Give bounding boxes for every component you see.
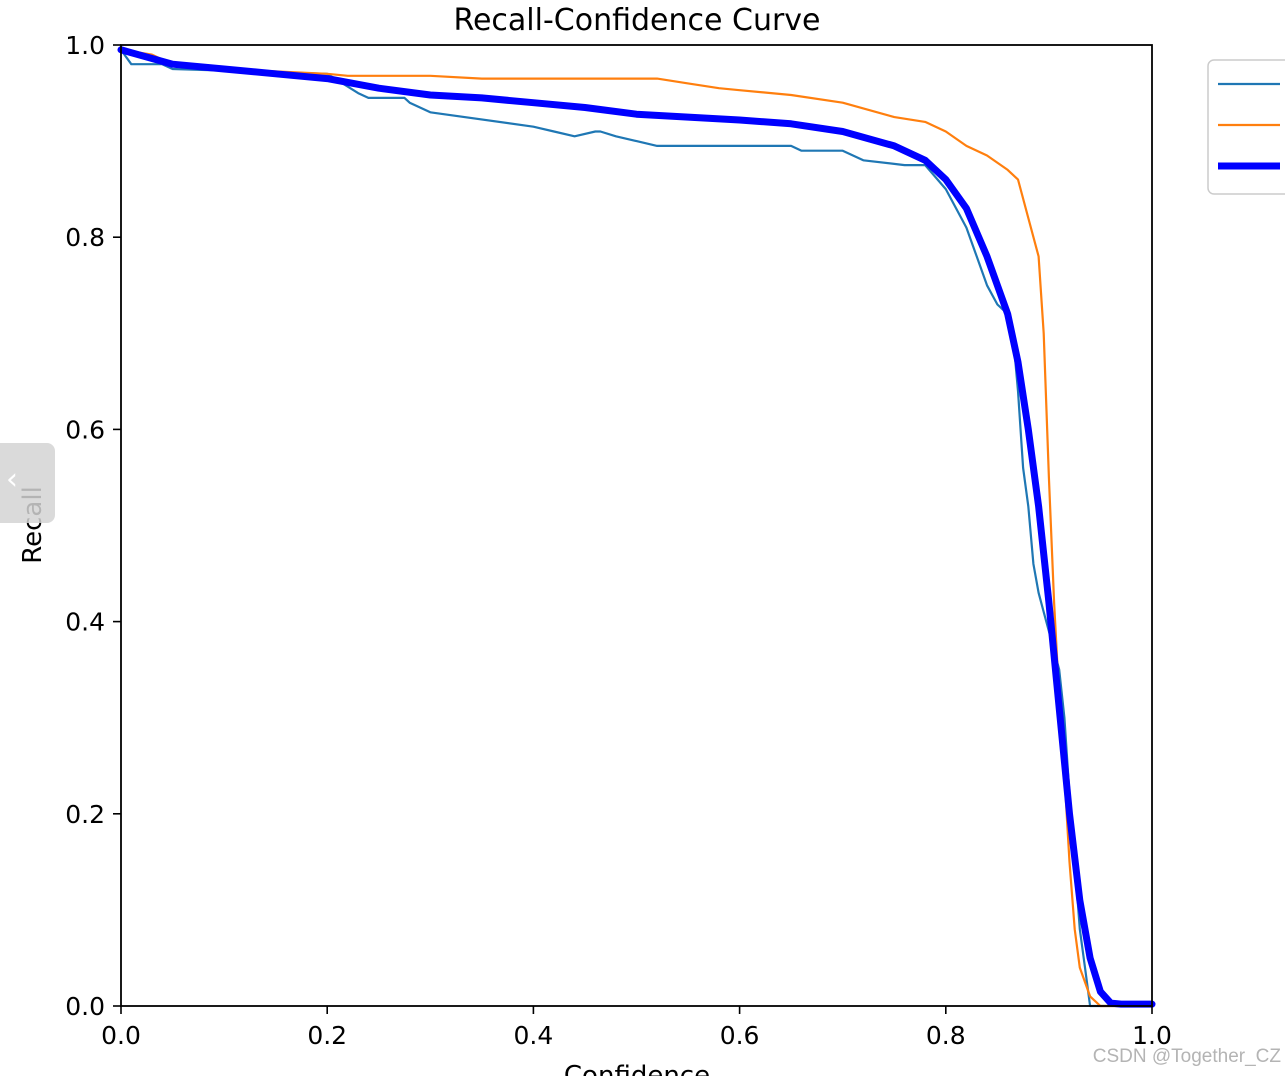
series-line-3 xyxy=(117,46,1156,1008)
chart-title: Recall-Confidence Curve xyxy=(453,3,820,38)
series-line-2 xyxy=(119,48,1154,1008)
x-axis-label: Confidence xyxy=(564,1061,710,1076)
y-tick-label-5: 1.0 xyxy=(65,31,105,60)
legend xyxy=(1207,59,1285,195)
x-tick-label-3: 0.6 xyxy=(720,1021,760,1050)
x-tick-label-2: 0.4 xyxy=(514,1021,554,1050)
tick-layer: 0.0 0.2 0.4 0.6 0.8 1.0 0.0 0.2 0.4 0.6 0.8 1.0 xyxy=(65,31,1172,1050)
y-tick-label-1: 0.2 xyxy=(65,800,105,829)
chevron-left-icon: ‹ xyxy=(6,462,18,497)
y-tick-label-4: 0.8 xyxy=(65,223,105,252)
x-tick-label-4: 0.8 xyxy=(926,1021,966,1050)
series-layer xyxy=(117,46,1156,1008)
y-tick-label-3: 0.6 xyxy=(65,415,105,444)
x-tick-label-1: 0.2 xyxy=(307,1021,347,1050)
legend-box xyxy=(1207,59,1285,195)
watermark: CSDN @Together_CZ xyxy=(1092,1046,1281,1067)
legend-items xyxy=(1218,82,1280,170)
x-tick-label-5: 1.0 xyxy=(1132,1021,1172,1050)
collapse-panel-tab[interactable]: ‹ xyxy=(0,443,55,523)
plot-area xyxy=(121,45,1152,1006)
y-tick-label-2: 0.4 xyxy=(65,608,105,637)
y-tick-label-0: 0.0 xyxy=(65,992,105,1021)
plot-frame xyxy=(120,44,1153,1007)
x-tick-label-0: 0.0 xyxy=(101,1021,141,1050)
